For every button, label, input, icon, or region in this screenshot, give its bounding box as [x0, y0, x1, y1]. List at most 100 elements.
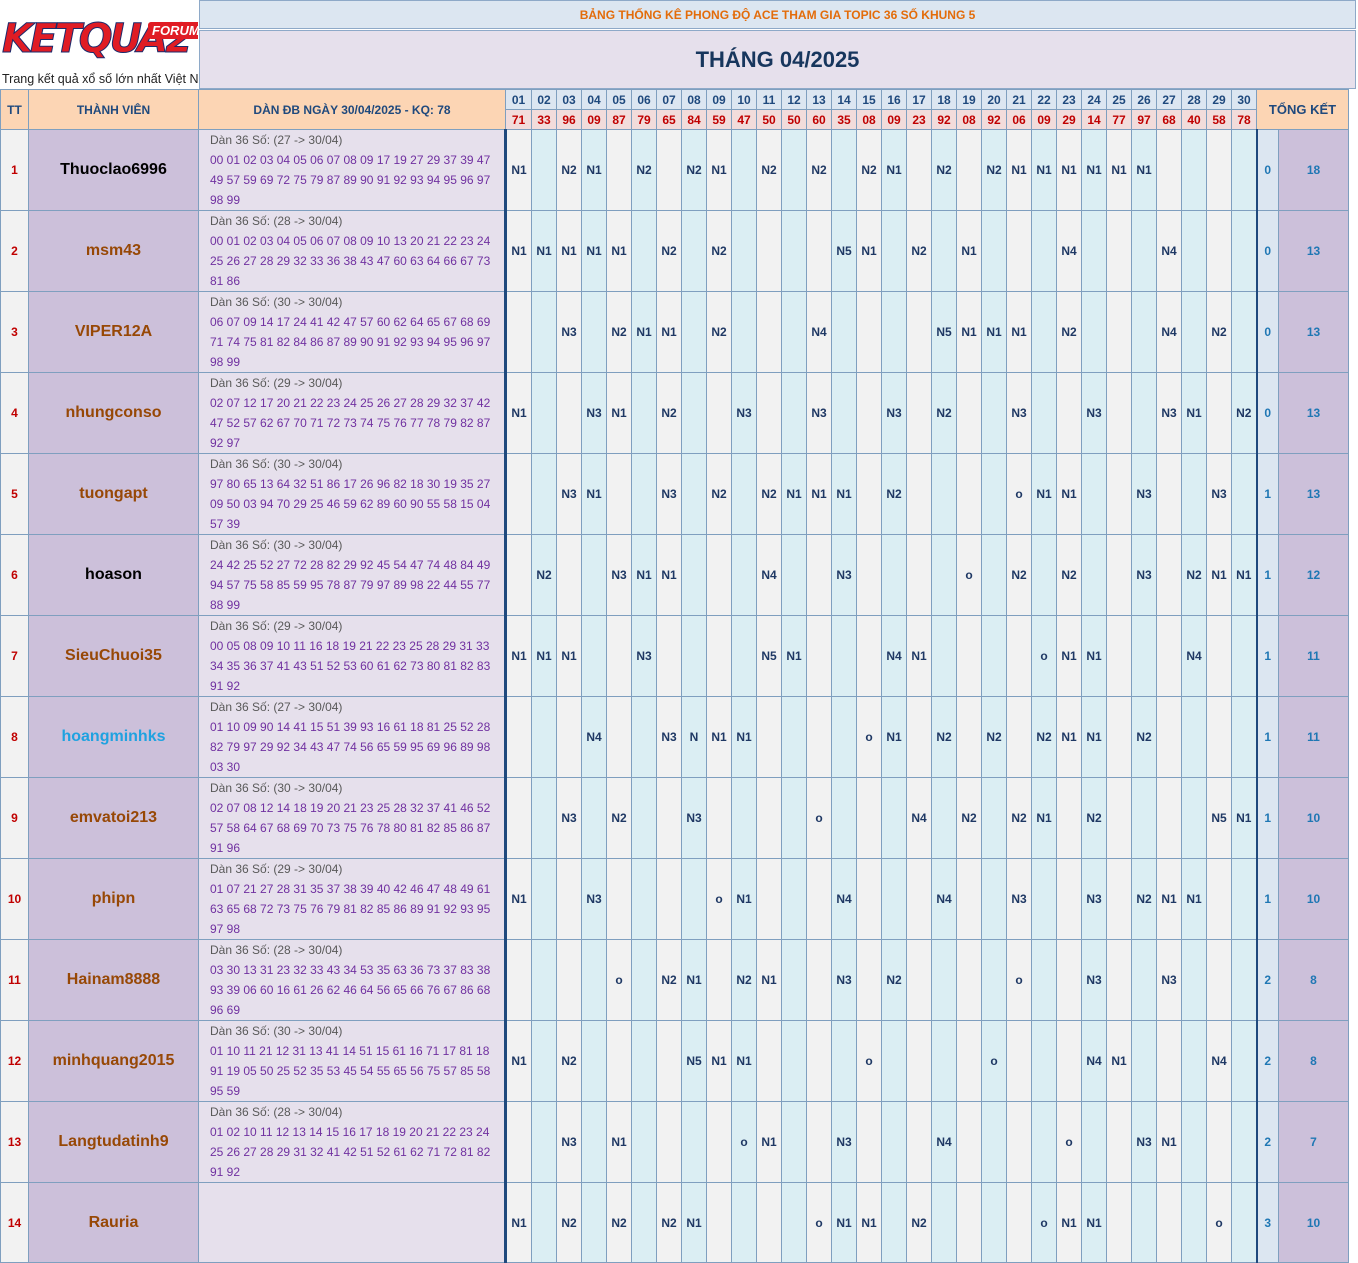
day-cell[interactable] [1181, 1101, 1207, 1183]
day-cell[interactable]: N1 [556, 615, 582, 697]
member-name[interactable]: hoangminhks [28, 696, 199, 778]
day-cell[interactable] [956, 939, 982, 1021]
day-cell[interactable] [1031, 372, 1057, 454]
day-cell[interactable] [756, 777, 782, 859]
day-cell[interactable]: N1 [1106, 1020, 1132, 1102]
day-cell[interactable] [631, 210, 657, 292]
day-cell[interactable]: N1 [1031, 777, 1057, 859]
day-cell[interactable] [806, 1101, 832, 1183]
day-cell[interactable] [906, 1020, 932, 1102]
day-cell[interactable] [956, 1020, 982, 1102]
day-cell[interactable] [681, 210, 707, 292]
day-cell[interactable] [1106, 210, 1132, 292]
day-cell[interactable] [756, 372, 782, 454]
day-cell[interactable] [781, 1101, 807, 1183]
day-cell[interactable]: N5 [931, 291, 957, 373]
day-cell[interactable]: o [1006, 453, 1032, 535]
day-cell[interactable] [756, 291, 782, 373]
day-cell[interactable] [1106, 453, 1132, 535]
day-cell[interactable]: N1 [831, 1182, 857, 1263]
day-cell[interactable] [931, 210, 957, 292]
day-cell[interactable] [505, 534, 532, 616]
day-cell[interactable] [956, 1182, 982, 1263]
day-cell[interactable]: o [981, 1020, 1007, 1102]
day-cell[interactable] [1206, 858, 1232, 940]
day-cell[interactable]: N3 [1081, 372, 1107, 454]
day-cell[interactable]: N2 [606, 777, 632, 859]
day-cell[interactable] [631, 696, 657, 778]
day-cell[interactable]: N4 [1056, 210, 1082, 292]
day-cell[interactable] [1181, 291, 1207, 373]
day-cell[interactable] [1206, 372, 1232, 454]
day-cell[interactable]: N5 [1206, 777, 1232, 859]
day-cell[interactable] [606, 615, 632, 697]
day-cell[interactable] [706, 777, 732, 859]
day-cell[interactable] [856, 858, 882, 940]
member-name[interactable]: SieuChuoi35 [28, 615, 199, 697]
day-cell[interactable] [706, 1182, 732, 1263]
day-cell[interactable]: N1 [606, 210, 632, 292]
day-cell[interactable] [906, 372, 932, 454]
day-cell[interactable] [956, 615, 982, 697]
day-cell[interactable]: N2 [556, 1020, 582, 1102]
day-cell[interactable]: N3 [656, 696, 682, 778]
day-cell[interactable] [781, 858, 807, 940]
day-cell[interactable]: N4 [831, 858, 857, 940]
day-cell[interactable]: o [806, 1182, 832, 1263]
day-cell[interactable] [505, 777, 532, 859]
day-cell[interactable]: N3 [581, 858, 607, 940]
day-cell[interactable] [1231, 858, 1257, 940]
day-cell[interactable]: N2 [981, 129, 1007, 211]
day-cell[interactable]: o [1006, 939, 1032, 1021]
day-cell[interactable]: o [606, 939, 632, 1021]
day-cell[interactable] [981, 858, 1007, 940]
day-cell[interactable]: N1 [1056, 615, 1082, 697]
day-cell[interactable]: o [806, 777, 832, 859]
day-cell[interactable]: N1 [856, 1182, 882, 1263]
member-name[interactable]: Langtudatinh9 [28, 1101, 199, 1183]
day-cell[interactable] [581, 1182, 607, 1263]
day-cell[interactable]: N1 [731, 1020, 757, 1102]
day-cell[interactable] [881, 1101, 907, 1183]
day-cell[interactable] [1181, 777, 1207, 859]
day-cell[interactable] [806, 534, 832, 616]
day-cell[interactable]: N1 [556, 210, 582, 292]
day-cell[interactable] [1131, 291, 1157, 373]
day-cell[interactable]: N2 [756, 129, 782, 211]
day-cell[interactable] [906, 129, 932, 211]
day-cell[interactable]: N1 [756, 1101, 782, 1183]
day-cell[interactable]: N1 [706, 129, 732, 211]
day-cell[interactable] [881, 534, 907, 616]
day-cell[interactable] [1181, 129, 1207, 211]
day-cell[interactable] [856, 291, 882, 373]
day-cell[interactable] [831, 372, 857, 454]
day-cell[interactable] [1081, 453, 1107, 535]
day-cell[interactable] [906, 291, 932, 373]
day-cell[interactable]: N1 [1031, 453, 1057, 535]
day-cell[interactable] [1131, 615, 1157, 697]
day-cell[interactable] [531, 696, 557, 778]
day-cell[interactable]: N1 [581, 210, 607, 292]
day-cell[interactable] [806, 696, 832, 778]
day-cell[interactable]: N2 [906, 210, 932, 292]
day-cell[interactable] [1156, 615, 1182, 697]
day-cell[interactable]: N1 [756, 939, 782, 1021]
day-cell[interactable] [1181, 210, 1207, 292]
day-cell[interactable]: N2 [681, 129, 707, 211]
day-cell[interactable] [505, 1101, 532, 1183]
day-cell[interactable] [956, 129, 982, 211]
day-cell[interactable] [781, 1182, 807, 1263]
member-name[interactable]: msm43 [28, 210, 199, 292]
day-cell[interactable] [531, 1101, 557, 1183]
day-cell[interactable]: N4 [1156, 210, 1182, 292]
day-cell[interactable] [706, 372, 732, 454]
day-cell[interactable] [531, 129, 557, 211]
day-cell[interactable]: N2 [931, 372, 957, 454]
day-cell[interactable] [631, 1182, 657, 1263]
day-cell[interactable] [981, 1182, 1007, 1263]
day-cell[interactable]: N2 [606, 1182, 632, 1263]
day-cell[interactable] [731, 291, 757, 373]
day-cell[interactable] [556, 534, 582, 616]
day-cell[interactable] [781, 777, 807, 859]
day-cell[interactable]: N3 [831, 534, 857, 616]
